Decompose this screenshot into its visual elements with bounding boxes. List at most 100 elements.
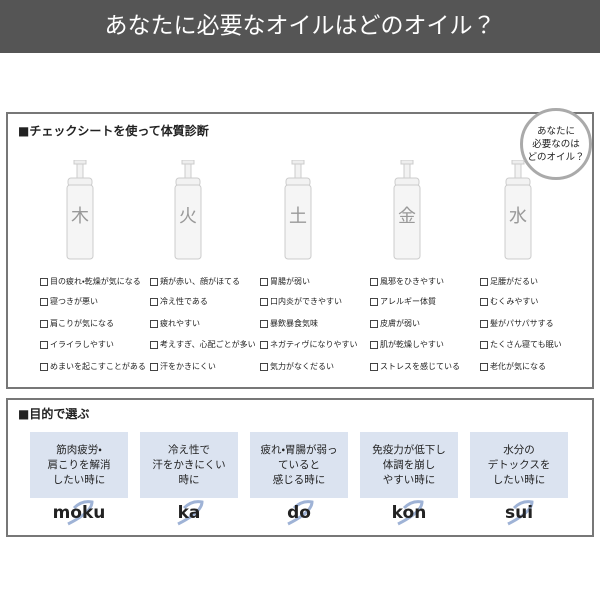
bottle-kanji: 金 — [398, 206, 416, 227]
badge-line: 必要なのは — [532, 138, 580, 150]
item-text: 口内炎ができやすい — [270, 297, 342, 306]
card-line: 冷え性で — [168, 443, 210, 456]
check-item: 髪がパサパサする — [480, 318, 554, 329]
check-item: 考えすぎ、心配ごとが多い — [150, 339, 256, 350]
check-item: ネガティヴになりやすい — [260, 339, 358, 350]
checkbox — [150, 340, 158, 349]
section-title: ■目的で選ぶ — [18, 407, 90, 421]
check-item: 足腰がだるい — [480, 276, 538, 287]
section-title: ■チェックシートを使って体質診断 — [18, 124, 209, 138]
checkbox — [370, 319, 378, 328]
bottle: 木 — [66, 160, 94, 260]
item-text: 風邪をひきやすい — [380, 277, 444, 286]
purpose-card: 免疫力が低下し 体調を崩しやすい時に — [360, 432, 458, 498]
check-item: 風邪をひきやすい — [370, 276, 444, 287]
checkbox — [480, 340, 488, 349]
checkbox — [40, 319, 48, 328]
bottle: 金 — [393, 160, 421, 260]
item-text: 皮膚が弱い — [380, 319, 420, 328]
swoosh — [287, 500, 314, 526]
checkbox — [260, 319, 268, 328]
checkbox — [150, 277, 158, 286]
check-item: 疲れやすい — [150, 318, 200, 329]
check-item: 皮膚が弱い — [370, 318, 420, 329]
check-item: アレルギー体質 — [370, 296, 436, 307]
item-text: めまいを起こすことがある — [50, 362, 146, 371]
card-line: 疲れ・胃腸が弱っ — [260, 443, 338, 456]
checkbox — [260, 362, 268, 371]
purpose-card: 筋肉疲労・肩こりを解消 したい時に — [30, 432, 128, 498]
card-line: したい時に — [52, 473, 106, 486]
checkbox — [260, 340, 268, 349]
card-line: デトックスを — [487, 458, 551, 471]
item-text: 冷え性である — [160, 297, 208, 306]
card-line: 肩こりを解消 — [47, 458, 111, 471]
checkbox — [480, 362, 488, 371]
card-label: sui — [504, 503, 534, 523]
item-text: 頬が赤い、顔がほてる — [160, 277, 240, 286]
bottle-kanji: 木 — [71, 206, 89, 227]
item-text: 寝つきが悪い — [50, 297, 98, 306]
check-item: 口内炎ができやすい — [260, 296, 342, 307]
checkbox — [40, 340, 48, 349]
card-line: やすい時に — [382, 473, 436, 486]
checkbox — [480, 297, 488, 306]
item-text: 目の疲れ・乾燥が気になる — [50, 277, 141, 286]
card-line: 感じる時に — [272, 473, 326, 486]
purpose-box — [6, 398, 594, 537]
check-item: むくみやすい — [480, 296, 538, 307]
check-item: ストレスを感じている — [370, 361, 460, 372]
bottle: 水 — [504, 160, 532, 260]
item-text: イライラしやすい — [50, 340, 114, 349]
item-text: 暴飲暴食気味 — [270, 319, 318, 328]
item-text: 老化が気になる — [490, 362, 546, 371]
swoosh — [177, 500, 204, 526]
item-text: 疲れやすい — [160, 319, 200, 328]
checkbox — [260, 297, 268, 306]
item-text: ストレスを感じている — [380, 362, 460, 371]
header-title: あなたに必要なオイルはどのオイル？ — [0, 0, 600, 53]
bottle-kanji: 土 — [289, 206, 307, 227]
checkbox — [370, 362, 378, 371]
badge-line: あなたに — [536, 125, 575, 137]
purpose-card: 疲れ・胃腸が弱っ ていると 感じる時に — [250, 432, 348, 498]
card-line: 水分の — [503, 443, 535, 456]
item-text: 考えすぎ、心配ごとが多い — [160, 340, 256, 349]
checkbox — [40, 277, 48, 286]
card-line: 汗をかきにくい — [152, 458, 226, 471]
check-item: 肩こりが気になる — [40, 318, 114, 329]
card-line: 体調を崩し — [382, 458, 436, 471]
card-label: kon — [391, 503, 427, 523]
checkbox — [150, 297, 158, 306]
item-text: 気力がなくだるい — [270, 362, 334, 371]
item-text: むくみやすい — [490, 297, 539, 306]
checkbox — [40, 297, 48, 306]
item-text: ネガティヴになりやすい — [270, 340, 358, 349]
check-box — [6, 112, 594, 389]
swoosh — [507, 500, 534, 526]
checkbox — [150, 362, 158, 371]
checkbox — [480, 319, 488, 328]
item-text: 肌が乾燥しやすい — [380, 340, 444, 349]
bottle: 火 — [174, 160, 202, 260]
badge-line: どのオイル？ — [527, 151, 585, 163]
item-text: 胃腸が弱い — [270, 277, 310, 286]
card-label: ka — [177, 503, 201, 523]
item-text: 足腰がだるい — [490, 277, 538, 286]
checkbox — [370, 277, 378, 286]
check-item: 目の疲れ・乾燥が気になる — [40, 276, 141, 287]
card-line: 筋肉疲労・ — [56, 443, 102, 456]
swoosh — [397, 500, 424, 526]
card-label: do — [287, 503, 311, 523]
checkbox — [370, 340, 378, 349]
check-item: たくさん寝ても眠い — [480, 339, 562, 350]
bottle-kanji: 火 — [179, 206, 197, 227]
item-text: たくさん寝ても眠い — [490, 340, 562, 349]
checkbox — [260, 277, 268, 286]
bottle-kanji: 水 — [509, 206, 527, 227]
purpose-card: 冷え性で 汗をかきにくい 時に — [140, 432, 238, 498]
card-line: 免疫力が低下し — [372, 443, 446, 456]
item-text: 髪がパサパサする — [490, 319, 554, 328]
check-item: 気力がなくだるい — [260, 361, 334, 372]
item-text: アレルギー体質 — [380, 297, 436, 306]
